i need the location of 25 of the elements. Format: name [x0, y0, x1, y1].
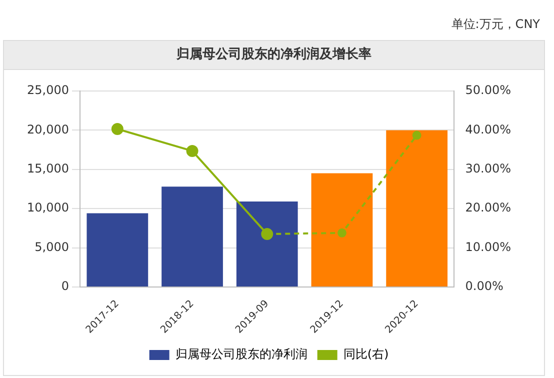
y-tick-label: 0 [61, 279, 69, 294]
y-tick-label: 10,000 [26, 200, 69, 215]
point [111, 123, 124, 136]
bar [311, 173, 373, 286]
legend-label: 归属母公司股东的净利润 [175, 347, 308, 362]
chart-title: 归属母公司股东的净利润及增长率 [4, 41, 544, 70]
legend-label: 同比(右) [343, 347, 389, 362]
y2-tick-label: 40.00% [465, 122, 512, 136]
bar [386, 130, 448, 286]
y-tick-label: 20,000 [26, 122, 69, 136]
y2-tick-label: 10.00% [465, 240, 512, 254]
text: 单位:万元，CNY [451, 16, 540, 33]
y-tick-label: 15,000 [26, 162, 69, 176]
point [186, 144, 198, 157]
y-tick-label: 25,000 [26, 83, 69, 98]
y2-tick-label: 20.00% [465, 200, 512, 215]
y2-tick-label: 30.00% [465, 162, 512, 176]
y2-tick-label: 50.00% [465, 83, 512, 98]
y2-tick-label: 0.00% [465, 279, 504, 294]
y-tick-label: 5,000 [34, 240, 69, 254]
point [412, 130, 422, 140]
bar [86, 213, 148, 286]
point [337, 228, 346, 238]
bar [162, 186, 223, 286]
bar [236, 202, 298, 286]
